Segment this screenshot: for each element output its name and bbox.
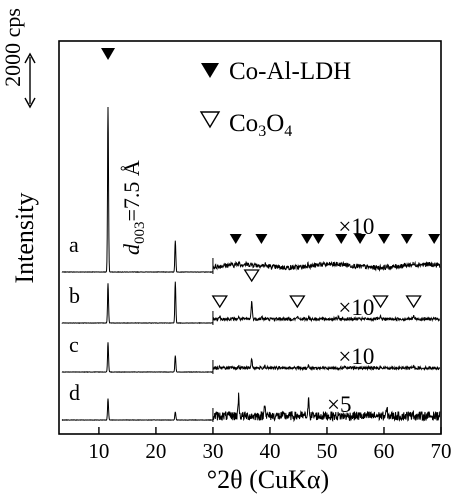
scale-bar-arrow-up: [24, 52, 36, 64]
trace-c-label: c: [69, 332, 79, 357]
x-tick-label-5: 60: [373, 439, 394, 463]
x-tick-label-0: 10: [88, 439, 109, 463]
ldh-marker-a-3: [312, 234, 325, 244]
trace-d: d ×5: [61, 380, 441, 423]
d-spacing-subscript: 003: [132, 222, 148, 245]
legend-label-co3o4: Co3O4: [229, 110, 292, 140]
trace-c-multiplier: ×10: [338, 344, 374, 369]
ldh-marker-a-0: [229, 234, 242, 244]
trace-d-label: d: [69, 380, 80, 405]
x-axis-ticks: 10 20 30 40 50 60 70: [88, 427, 452, 463]
trace-d-multiplier: ×5: [327, 392, 351, 417]
scale-bar-arrow-down: [24, 97, 36, 109]
legend: Co-Al-LDH Co3O4: [199, 58, 351, 140]
trace-d-line: [61, 398, 213, 421]
trace-b-line: [61, 281, 214, 325]
x-axis-title-prefix: °2θ (CuK: [207, 465, 307, 494]
trace-c-line: [61, 342, 213, 373]
trace-b-multiplier: ×10: [338, 295, 374, 320]
x-tick-label-3: 40: [259, 439, 280, 463]
trace-b: b ×10: [61, 269, 440, 325]
ldh-marker-main-peak: [101, 48, 116, 60]
scale-bar-label: 2000 cps: [0, 8, 25, 87]
trace-a-label: a: [69, 232, 79, 257]
x-tick-label-4: 50: [316, 439, 337, 463]
trace-group: a×10 b ×10 c ×10 d ×5: [61, 48, 441, 423]
trace-a-zoom-line: [212, 260, 441, 272]
x-tick-label-1: 20: [145, 439, 166, 463]
x-axis-title: °2θ (CuKα): [207, 465, 329, 494]
x-tick-label-2: 30: [202, 439, 223, 463]
trace-a-line: [61, 106, 213, 273]
legend-label-co3o4-o: O: [266, 110, 284, 137]
legend-marker-co3o4: [199, 111, 221, 129]
ldh-marker-a-1: [255, 234, 268, 244]
co3o4-marker-b-4: [405, 295, 422, 309]
legend-label-ldh: Co-Al-LDH: [229, 58, 351, 85]
x-axis-title-suffix: ): [321, 465, 330, 494]
co3o4-marker-b-1: [243, 269, 260, 283]
ldh-marker-a-6: [377, 234, 390, 244]
d-spacing-value: =7.5 Å: [119, 160, 144, 221]
trace-c-zoom-line: [212, 357, 440, 372]
legend-label-co3o4-sub2: 4: [284, 123, 292, 140]
y-axis-title: Intensity: [10, 193, 39, 284]
plot-frame: [58, 40, 442, 435]
d-spacing-label: d003=7.5 Å: [119, 160, 148, 255]
x-axis-title-symbol: α: [307, 465, 321, 494]
co3o4-marker-b-2: [289, 295, 306, 309]
trace-c: c ×10: [61, 332, 440, 374]
legend-label-co3o4-sub1: 3: [258, 123, 266, 140]
d-spacing-symbol: d: [119, 243, 144, 255]
legend-label-co3o4-co: Co: [229, 110, 258, 137]
legend-marker-ldh: [201, 63, 219, 78]
co3o4-marker-b-3: [372, 295, 389, 309]
trace-b-label: b: [69, 283, 80, 308]
trace-d-zoom-line: [212, 392, 441, 423]
co3o4-marker-b-0: [211, 295, 228, 309]
ldh-marker-a-4: [335, 234, 348, 244]
trace-a: a×10: [61, 106, 441, 274]
ldh-marker-a-2: [301, 234, 314, 244]
trace-b-zoom-line: [212, 300, 440, 323]
ldh-marker-a-5: [354, 234, 367, 244]
scale-bar: 2000 cps: [0, 8, 36, 109]
ldh-marker-a-8: [428, 234, 441, 244]
ldh-marker-a-7: [400, 234, 413, 244]
x-tick-label-6: 70: [431, 439, 452, 463]
